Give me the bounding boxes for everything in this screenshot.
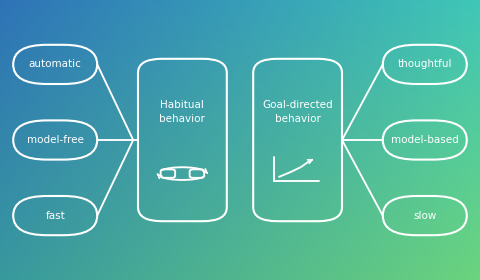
Text: Goal-directed
behavior: Goal-directed behavior (262, 101, 333, 123)
Text: slow: slow (413, 211, 436, 221)
Text: Habitual
behavior: Habitual behavior (159, 101, 205, 123)
Text: automatic: automatic (29, 59, 82, 69)
Text: model-based: model-based (391, 135, 459, 145)
Text: model-free: model-free (27, 135, 84, 145)
Text: thoughtful: thoughtful (397, 59, 452, 69)
Text: fast: fast (45, 211, 65, 221)
